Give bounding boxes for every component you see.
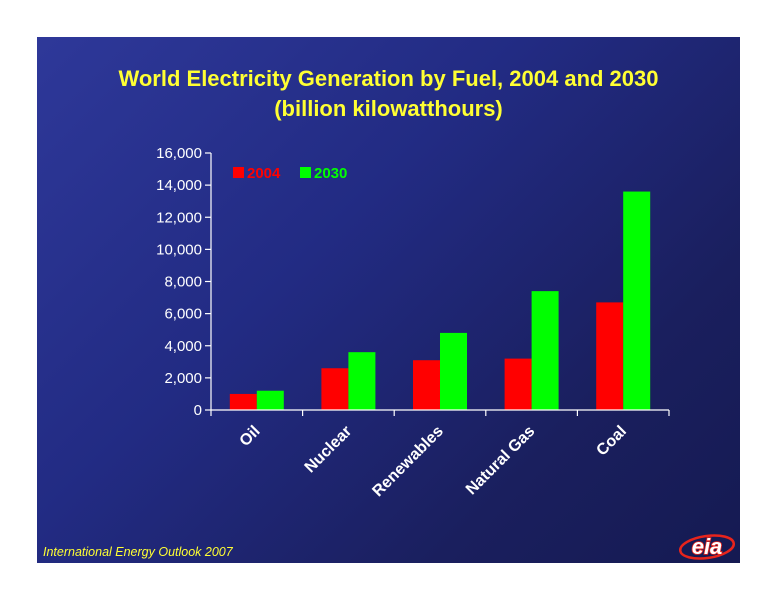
y-tick-label: 14,000 [156,177,202,194]
bar-oil-2030 [256,390,284,410]
y-tick-label: 12,000 [156,209,202,226]
footer-source: International Energy Outlook 2007 [43,545,233,559]
bar-nuclear-2004 [321,368,349,410]
bar-renewables-2004 [413,360,440,410]
bar-coal-2030 [623,191,651,410]
bar-renewables-2030 [440,332,467,410]
y-tick-label: 16,000 [156,145,202,162]
legend-swatch-2030 [300,167,311,178]
legend-label-2004: 2004 [247,165,281,182]
y-tick-label: 8,000 [164,274,202,291]
x-category-label: Natural Gas [463,423,539,499]
bar-oil-2004 [229,393,257,410]
y-tick-label: 0 [194,402,202,419]
eia-logo: eia [678,533,736,560]
bar-natural-gas-2004 [504,358,532,410]
bar-coal-2004 [596,302,624,410]
title-line-2: (billion kilowatthours) [274,96,503,121]
x-category-label: Renewables [369,423,446,500]
title-line-1: World Electricity Generation by Fuel, 20… [118,66,659,91]
bar-nuclear-2030 [348,352,376,410]
bar-natural-gas-2030 [531,291,559,410]
x-category-label: Nuclear [302,423,356,477]
chart-title: World Electricity Generation by Fuel, 20… [37,64,740,124]
y-tick-label: 4,000 [164,338,202,355]
legend-swatch-2004 [233,167,244,178]
y-tick-label: 2,000 [164,370,202,387]
logo-text: eia [692,534,723,559]
y-tick-label: 6,000 [164,306,202,323]
y-tick-label: 10,000 [156,241,202,258]
x-category-label: Oil [237,423,264,450]
slide-background: World Electricity Generation by Fuel, 20… [37,37,740,563]
x-category-label: Coal [593,423,630,460]
legend-label-2030: 2030 [314,165,347,182]
bar-chart: 0 2,000 4,000 6,000 8,000 10,000 12,000 14,000 1… [156,145,670,500]
